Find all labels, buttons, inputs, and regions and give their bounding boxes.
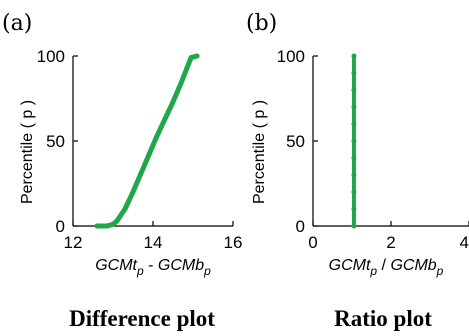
xlabel-a-sub2: p — [203, 264, 211, 278]
difference-plot-data-point — [114, 218, 120, 224]
xlabel-b-base1: GCMt — [329, 257, 371, 274]
ratio-plot-data-point — [351, 206, 357, 212]
ratio-plot-ytick-label: 100 — [277, 47, 305, 66]
xlabel-a-sub1: p — [136, 264, 144, 278]
xlabel-a-base2: GCMb — [158, 257, 204, 274]
ratio-plot-data-point — [351, 189, 357, 195]
ratio-plot-xtick-label: 2 — [386, 233, 395, 252]
xlabel-a-base1: GCMt — [95, 257, 137, 274]
xlabel-b-sub2: p — [436, 264, 444, 278]
ratio-plot-xlabel: GCMtp / GCMbp — [329, 257, 444, 278]
difference-plot-data-point — [184, 65, 190, 71]
caption-ratio-plot: Ratio plot — [334, 306, 432, 331]
ratio-plot-ytick-label: 0 — [296, 217, 305, 236]
xlabel-a-sep: - — [144, 257, 158, 274]
panel-a-label: (a) — [2, 11, 32, 36]
panel-b-label: (b) — [246, 11, 277, 36]
difference-plot-xtick-label: 12 — [64, 233, 83, 252]
difference-plot-xtick-label: 14 — [144, 233, 163, 252]
difference-plot-data-point — [194, 53, 200, 59]
ratio-plot-ytick-label: 50 — [286, 132, 305, 151]
difference-plot-data-point — [162, 116, 168, 122]
caption-difference-plot: Difference plot — [69, 306, 215, 331]
ratio-plot-data-point — [351, 172, 357, 178]
difference-plot-data-point — [122, 206, 128, 212]
difference-plot-ylabel: Percentile ( p ) — [19, 100, 36, 204]
difference-plot-xtick-label: 16 — [224, 233, 243, 252]
xlabel-b-sub1: p — [369, 264, 377, 278]
difference-plot-data-point — [94, 223, 100, 229]
ratio-plot-data-point — [351, 223, 357, 229]
difference-plot-data-point — [138, 170, 144, 176]
difference-plot-data-point — [154, 133, 160, 139]
difference-plot-ytick-label: 0 — [56, 217, 65, 236]
ratio-plot-data-point — [351, 87, 357, 93]
ratio-plot-data-point — [351, 121, 357, 127]
xlabel-b-base2: GCMb — [390, 257, 436, 274]
difference-plot-data-point — [104, 223, 110, 229]
ratio-plot-data-point — [351, 70, 357, 76]
ratio-plot-data-point — [351, 138, 357, 144]
difference-plot-data-point — [170, 99, 176, 105]
difference-plot-data-point — [188, 55, 194, 61]
difference-plot-data-point — [178, 80, 184, 86]
ratio-plot-xtick-label: 4 — [460, 233, 469, 252]
difference-plot-ytick-label: 100 — [37, 47, 65, 66]
ratio-plot-data-point — [351, 104, 357, 110]
ratio-plot-xtick-label: 0 — [308, 233, 317, 252]
ratio-plot-data-point — [351, 155, 357, 161]
xlabel-b-sep: / — [377, 257, 390, 274]
ratio-plot-ylabel: Percentile ( p ) — [251, 100, 268, 204]
difference-plot-xlabel: GCMtp - GCMbp — [95, 257, 211, 278]
ratio-plot-data-point — [351, 53, 357, 59]
difference-plot-data-point — [110, 221, 116, 227]
difference-plot-data-point — [146, 152, 152, 158]
difference-plot-data-point — [130, 189, 136, 195]
difference-plot-ytick-label: 50 — [46, 132, 65, 151]
